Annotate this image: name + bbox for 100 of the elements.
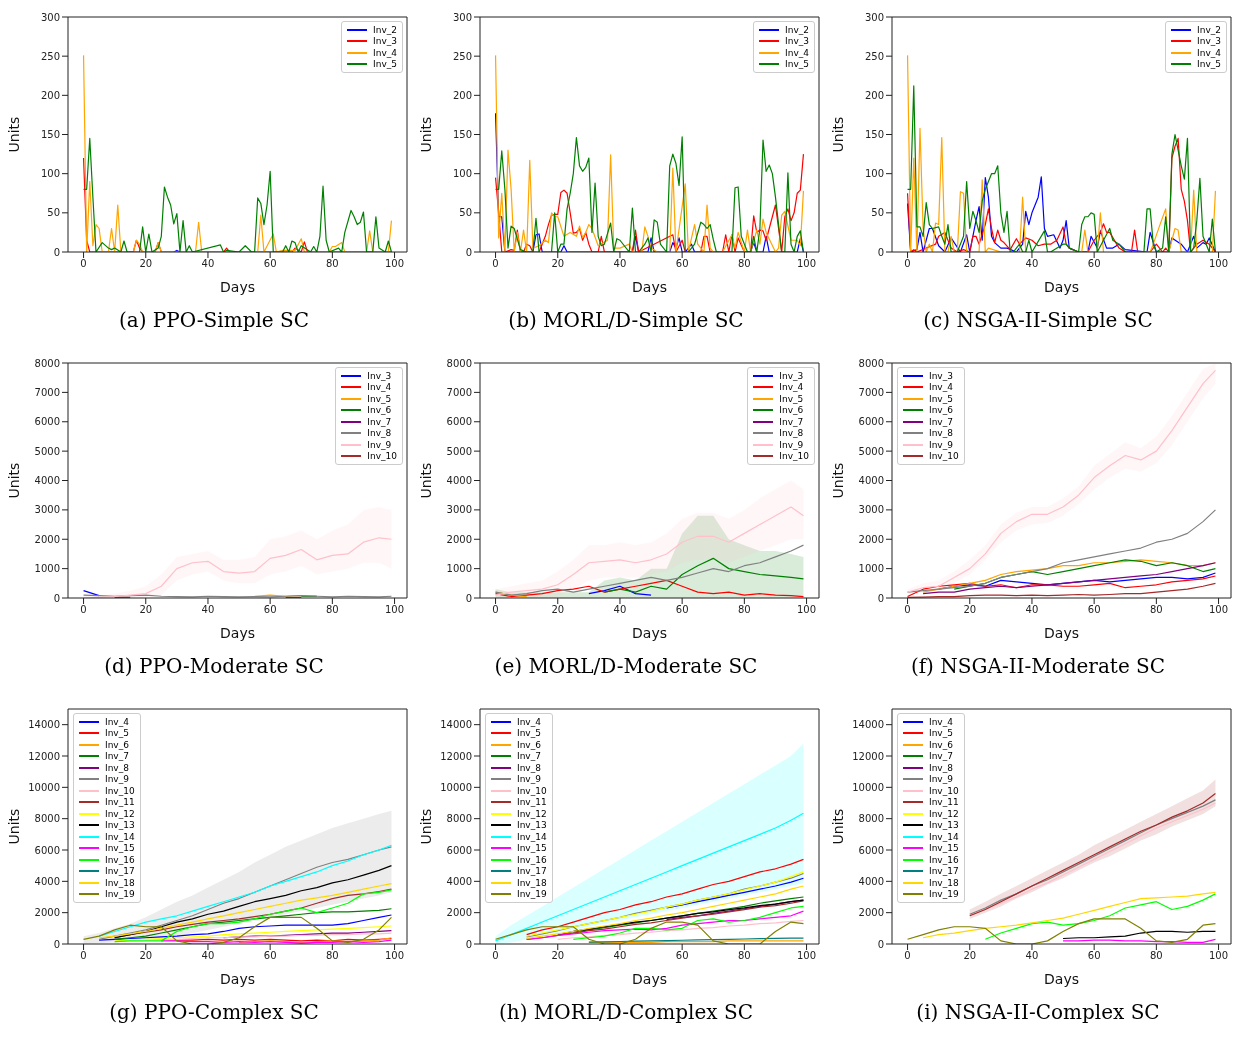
- y-tick-label: 2000: [858, 533, 884, 545]
- legend-label: Inv_7: [779, 416, 804, 427]
- y-tick-label: 250: [40, 50, 60, 62]
- legend-label: Inv_16: [105, 854, 135, 865]
- y-tick-label: 6000: [34, 416, 60, 428]
- y-tick-label: 4000: [34, 875, 60, 887]
- legend-label: Inv_18: [929, 877, 959, 888]
- legend-label: Inv_7: [367, 416, 392, 427]
- legend-label: Inv_17: [105, 866, 135, 877]
- legend-label: Inv_10: [929, 451, 959, 462]
- x-tick-label: 0: [80, 258, 87, 270]
- legend-label: Inv_5: [105, 728, 129, 739]
- legend-label: Inv_14: [517, 831, 547, 842]
- legend-label: Inv_10: [367, 451, 397, 462]
- x-tick-label: 60: [263, 604, 277, 616]
- y-axis-title: Units: [829, 808, 846, 845]
- x-tick-label: 100: [385, 258, 405, 270]
- x-tick-label: 100: [385, 950, 405, 962]
- y-tick-label: 5000: [34, 445, 60, 457]
- legend-label: Inv_8: [779, 428, 804, 439]
- x-tick-label: 40: [201, 950, 215, 962]
- legend-label: Inv_2: [785, 24, 809, 35]
- y-tick-label: 12000: [852, 750, 884, 762]
- legend-label: Inv_5: [929, 728, 953, 739]
- legend-label: Inv_17: [517, 866, 547, 877]
- legend-label: Inv_10: [779, 451, 809, 462]
- legend-label: Inv_4: [785, 47, 809, 58]
- legend-label: Inv_19: [517, 889, 547, 900]
- x-tick-label: 40: [1025, 950, 1039, 962]
- legend-label: Inv_11: [517, 797, 547, 808]
- x-tick-label: 20: [139, 258, 153, 270]
- legend-label: Inv_6: [517, 739, 541, 750]
- text: (e) MORL/D-Moderate SC: [493, 653, 759, 680]
- x-tick-label: 80: [1149, 258, 1163, 270]
- legend-label: Inv_3: [373, 36, 397, 47]
- y-tick-label: 12000: [440, 750, 472, 762]
- legend-label: Inv_3: [1197, 36, 1221, 47]
- y-tick-label: 1000: [446, 563, 472, 575]
- y-tick-label: 4000: [858, 875, 884, 887]
- y-tick-label: 6000: [446, 844, 472, 856]
- text: (g) PPO-Complex SC: [108, 999, 320, 1026]
- legend-label: Inv_2: [373, 24, 397, 35]
- legend-label: Inv_17: [929, 866, 959, 877]
- legend-label: Inv_4: [373, 47, 397, 58]
- x-tick-label: 80: [737, 950, 751, 962]
- y-tick-label: 100: [452, 168, 472, 180]
- y-tick-label: 0: [53, 246, 60, 258]
- legend-label: Inv_7: [517, 751, 541, 762]
- legend-label: Inv_6: [367, 405, 392, 416]
- y-tick-label: 4000: [446, 475, 472, 487]
- legend-label: Inv_8: [929, 428, 953, 439]
- x-tick-label: 60: [675, 950, 689, 962]
- y-axis-title: Units: [5, 116, 22, 153]
- x-axis-title: Days: [1044, 279, 1079, 295]
- x-tick-label: 80: [737, 258, 751, 270]
- legend-label: Inv_4: [517, 716, 541, 727]
- y-axis-title: Units: [5, 808, 22, 845]
- y-tick-label: 4000: [858, 475, 884, 487]
- legend-label: Inv_10: [517, 785, 547, 796]
- x-tick-label: 80: [737, 604, 751, 616]
- y-axis-title: Units: [417, 808, 434, 845]
- x-tick-label: 20: [139, 604, 153, 616]
- text: (h) MORL/D-Complex SC: [498, 999, 754, 1026]
- x-tick-label: 40: [201, 604, 215, 616]
- y-tick-label: 250: [452, 50, 472, 62]
- y-tick-label: 50: [459, 207, 472, 219]
- y-tick-label: 8000: [858, 357, 884, 369]
- x-tick-label: 0: [80, 604, 87, 616]
- x-tick-label: 40: [1025, 604, 1039, 616]
- y-tick-label: 14000: [28, 719, 60, 731]
- legend-label: Inv_9: [929, 774, 953, 785]
- y-tick-label: 6000: [858, 844, 884, 856]
- legend-label: Inv_13: [929, 820, 959, 831]
- y-tick-label: 8000: [446, 813, 472, 825]
- y-tick-label: 3000: [446, 504, 472, 516]
- x-tick-label: 40: [1025, 258, 1039, 270]
- x-tick-label: 100: [1209, 604, 1229, 616]
- x-tick-label: 60: [675, 258, 689, 270]
- y-tick-label: 5000: [858, 445, 884, 457]
- legend-label: Inv_9: [105, 774, 129, 785]
- y-axis-title: Units: [417, 462, 434, 499]
- legend-label: Inv_8: [105, 762, 129, 773]
- x-tick-label: 40: [201, 258, 215, 270]
- y-tick-label: 1000: [858, 563, 884, 575]
- x-tick-label: 20: [551, 604, 565, 616]
- y-tick-label: 200: [40, 89, 60, 101]
- x-tick-label: 0: [492, 604, 499, 616]
- y-tick-label: 50: [871, 207, 884, 219]
- legend-label: Inv_10: [929, 785, 959, 796]
- y-tick-label: 10000: [440, 781, 472, 793]
- y-tick-label: 7000: [34, 386, 60, 398]
- y-tick-label: 150: [864, 129, 884, 141]
- legend-label: Inv_5: [785, 59, 809, 70]
- x-tick-label: 0: [904, 950, 911, 962]
- x-tick-label: 0: [904, 258, 911, 270]
- x-axis-title: Days: [220, 625, 255, 641]
- x-tick-label: 0: [904, 604, 911, 616]
- x-tick-label: 0: [492, 258, 499, 270]
- x-axis-title: Days: [1044, 625, 1079, 641]
- y-tick-label: 2000: [446, 907, 472, 919]
